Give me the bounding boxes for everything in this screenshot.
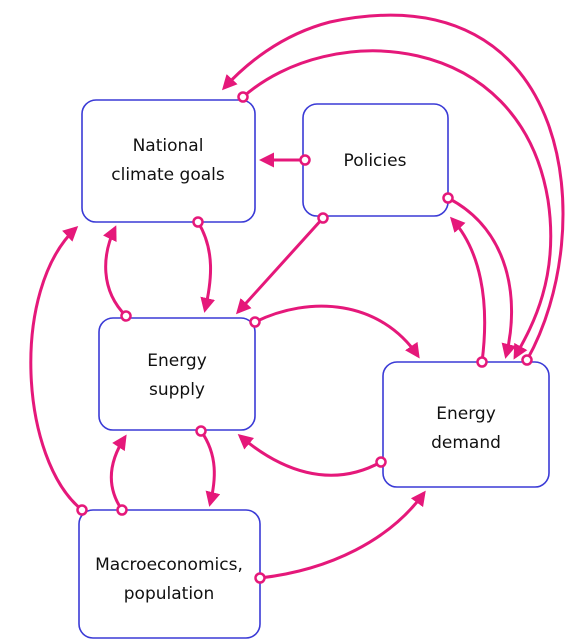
arrows [29,13,565,580]
arrow [242,49,553,360]
connector [521,354,533,366]
node-label: National [133,136,204,156]
arrow [109,434,127,511]
labels: National climate goals Policies Energy s… [95,136,501,604]
node-label: Policies [344,151,407,171]
connector [192,216,204,228]
connector [249,316,261,328]
node-label: Macroeconomics, [95,555,243,575]
arrow [221,13,565,361]
connectors [76,91,533,584]
boxes [78,99,550,639]
node-box [382,361,550,488]
arrow [259,490,426,580]
connector [120,310,132,322]
arrow [254,304,420,359]
arrow [447,196,517,359]
arrow [235,216,325,315]
connector [375,456,387,468]
connector [116,504,128,516]
node-label: Energy [436,404,496,424]
arrow [29,225,83,512]
connector [317,212,329,224]
connector [299,154,311,166]
connector [254,572,266,584]
node-label: population [124,584,214,604]
connector [442,192,454,204]
node-box [98,317,256,431]
node-label: supply [149,380,205,400]
arrow [237,434,382,477]
connector [237,91,249,103]
node-label: climate goals [111,165,225,185]
arrow [449,216,487,363]
node-box [81,99,256,223]
node-label: Energy [147,351,207,371]
connector [195,425,207,437]
arrow [103,225,128,318]
arrow [196,221,216,313]
node-label: demand [431,433,501,453]
connector [76,504,88,516]
connector [476,356,488,368]
arrow [199,430,221,507]
